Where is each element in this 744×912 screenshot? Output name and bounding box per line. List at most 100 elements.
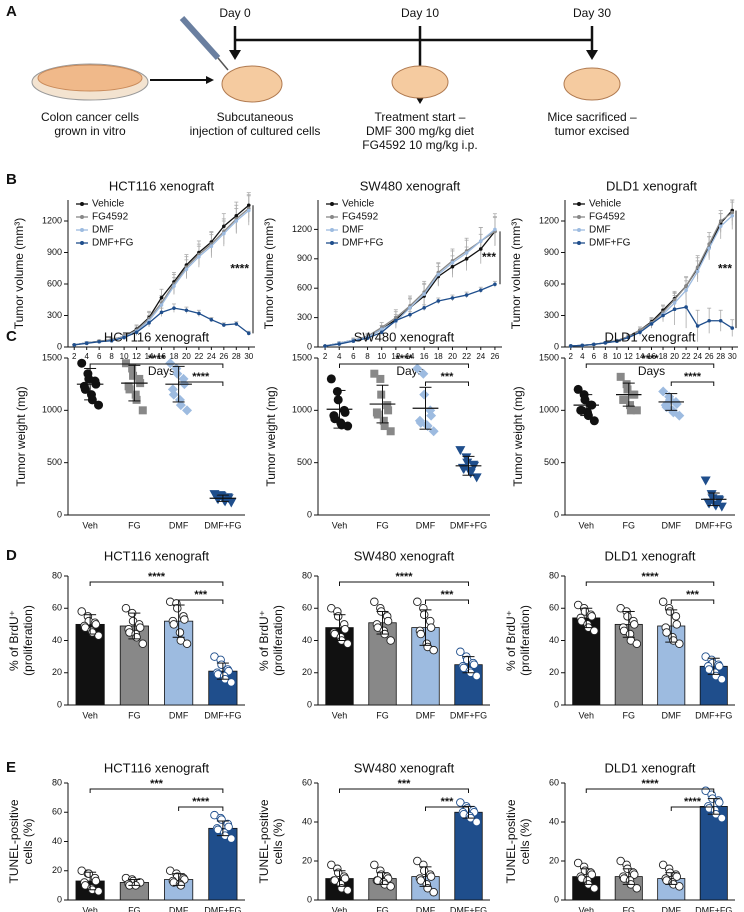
x-tick-label: 30 [728, 352, 737, 361]
y-axis-label: % of BrdU⁺ [7, 610, 21, 671]
data-point [418, 368, 429, 379]
y-tick-label: 300 [297, 312, 312, 322]
x-tick-label: DMF+FG [204, 520, 241, 530]
x-tick-label: Veh [332, 520, 348, 530]
y-tick-label: 0 [554, 894, 559, 904]
y-tick-label: 0 [554, 699, 559, 709]
series-point [695, 265, 700, 270]
series-point [638, 330, 642, 335]
data-point [224, 822, 233, 832]
significance-bracket [178, 806, 224, 811]
series-point [580, 343, 585, 348]
series-point [197, 254, 201, 259]
series-point [493, 282, 497, 287]
series-point [478, 288, 483, 292]
data-point [471, 473, 482, 483]
series-point [718, 219, 723, 223]
legend-label: Vehicle [589, 199, 622, 210]
data-point [472, 671, 481, 681]
series-point [718, 318, 723, 323]
series-point [184, 267, 189, 272]
x-tick-label: 18 [434, 352, 443, 361]
significance-bracket [89, 788, 224, 793]
series-point [222, 224, 226, 229]
annotation: **** [230, 261, 249, 275]
data-point [662, 628, 671, 637]
annotation: *** [482, 250, 496, 264]
y-tick-label: 900 [47, 247, 62, 257]
significance-bracket [178, 381, 224, 386]
series-point [493, 227, 497, 232]
significance-bracket [339, 788, 469, 793]
data-point [715, 662, 724, 671]
data-point [589, 416, 599, 426]
y-axis-label: cells (%) [271, 818, 285, 864]
x-tick-label: 18 [659, 352, 668, 361]
data-point [340, 874, 350, 883]
x-tick-label: DMF+FG [450, 520, 487, 530]
data-point [168, 389, 179, 400]
series-point [159, 295, 164, 300]
data-point [343, 421, 353, 431]
x-tick-label: Veh [332, 710, 348, 720]
y-tick-label: 0 [57, 341, 62, 351]
series-point [592, 342, 596, 347]
data-point [630, 620, 639, 629]
annotation: *** [718, 261, 732, 275]
series-point [684, 284, 688, 288]
data-point [632, 884, 642, 893]
x-tick-label: 6 [592, 352, 597, 361]
significance-label: *** [686, 589, 700, 601]
data-point [426, 872, 436, 881]
x-tick-label: 28 [232, 352, 241, 361]
step-text: Subcutaneous [217, 110, 294, 124]
y-tick-label: 0 [57, 894, 62, 904]
legend-label: DMF [92, 225, 114, 236]
x-axis-label: Days [638, 364, 665, 378]
arrowhead [206, 76, 214, 84]
series-point [707, 318, 711, 323]
series-point [394, 315, 398, 320]
data-point [169, 620, 179, 629]
x-tick-label: 26 [705, 352, 714, 361]
significance-bracket [670, 599, 715, 604]
legend-label: Vehicle [342, 199, 375, 210]
series-point [422, 306, 426, 310]
series-point [109, 338, 114, 343]
data-point [180, 615, 189, 624]
data-point [182, 639, 192, 648]
x-tick-label: Veh [332, 905, 348, 912]
data-point [573, 858, 583, 868]
data-point [626, 406, 635, 415]
series-point [246, 208, 251, 213]
y-tick-label: 500 [297, 457, 312, 467]
x-tick-label: Veh [82, 520, 98, 530]
x-tick-label: DMF [662, 520, 682, 530]
x-tick-label: 18 [170, 352, 179, 361]
x-tick-label: 24 [207, 352, 216, 361]
data-point [675, 882, 684, 891]
data-point [165, 358, 176, 369]
data-point [91, 620, 101, 629]
data-point [327, 860, 336, 870]
x-tick-label: 24 [693, 352, 702, 361]
x-tick-label: 28 [716, 352, 725, 361]
chart-title: SW480 xenograft [360, 178, 461, 193]
panel-label: E [6, 759, 16, 776]
legend-marker [577, 215, 581, 219]
series-point [408, 306, 412, 310]
data-point [172, 368, 183, 379]
y-tick-label: 1000 [42, 405, 62, 415]
x-tick-label: 2 [569, 352, 574, 361]
x-tick-label: DMF [662, 710, 682, 720]
data-point [94, 886, 103, 896]
significance-bracket [89, 581, 224, 586]
x-tick-label: 14 [145, 352, 154, 361]
series-point [172, 284, 176, 288]
significance-label: *** [398, 778, 412, 790]
x-tick-label: 8 [603, 352, 608, 361]
significance-label: *** [441, 589, 455, 601]
y-axis-label: TUNEL-positive [7, 799, 21, 883]
y-tick-label: 60 [549, 777, 559, 787]
series-point [464, 293, 469, 297]
